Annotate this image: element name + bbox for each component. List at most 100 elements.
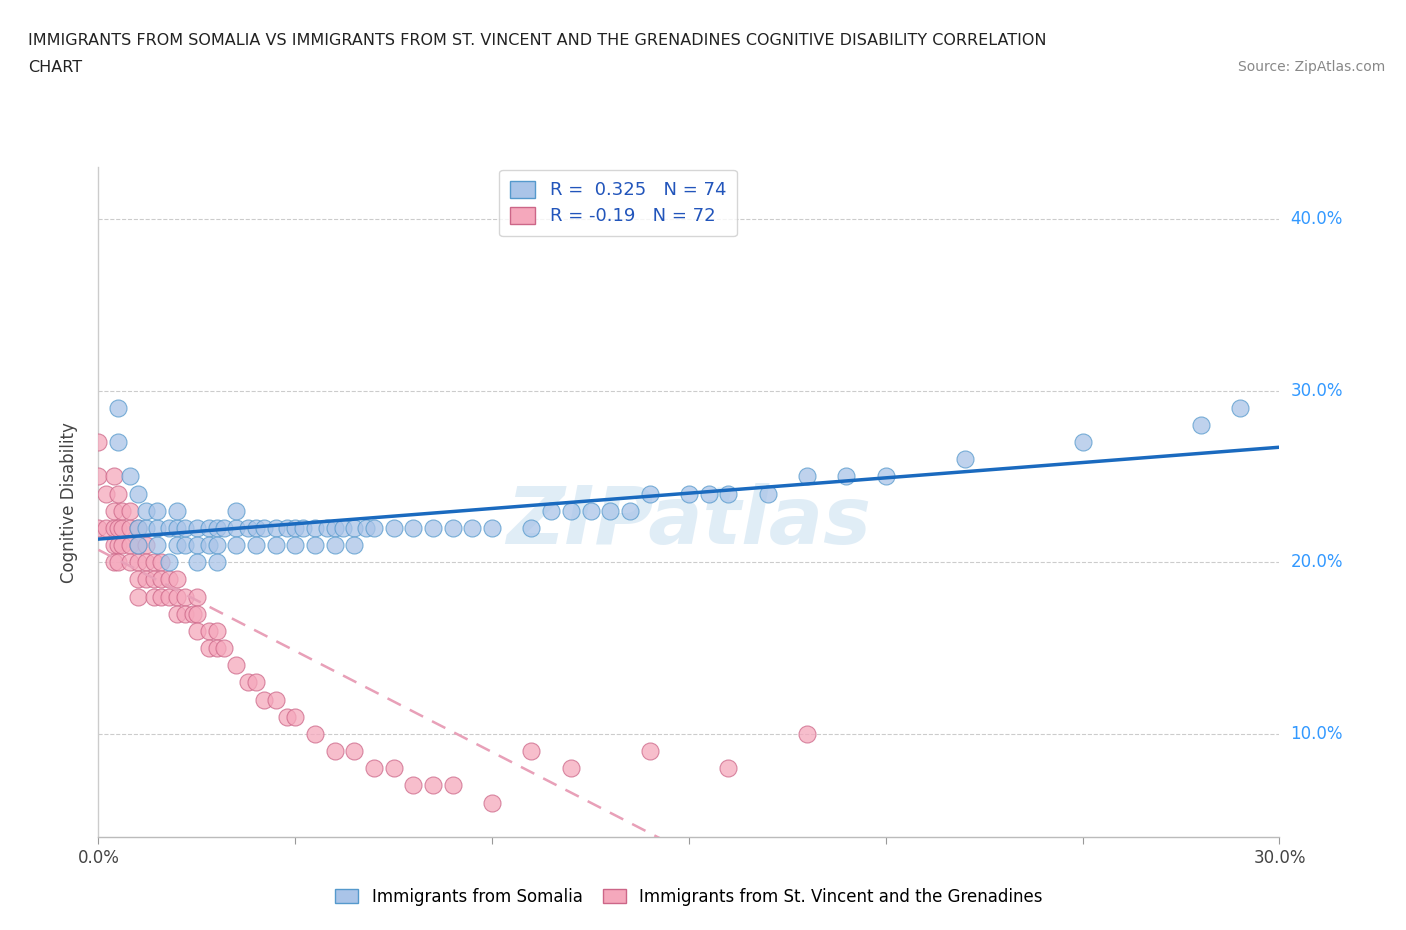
Point bbox=[107, 555, 129, 570]
Point bbox=[225, 658, 247, 672]
Point bbox=[186, 521, 208, 536]
Point bbox=[225, 538, 247, 552]
Point bbox=[214, 521, 236, 536]
Point bbox=[197, 641, 219, 656]
Point bbox=[118, 538, 141, 552]
Point bbox=[323, 744, 346, 759]
Point bbox=[264, 521, 287, 536]
Text: 40.0%: 40.0% bbox=[1291, 210, 1343, 228]
Point bbox=[146, 538, 169, 552]
Point bbox=[382, 521, 405, 536]
Point bbox=[135, 572, 157, 587]
Point bbox=[118, 503, 141, 518]
Point bbox=[441, 778, 464, 793]
Point bbox=[186, 590, 208, 604]
Point bbox=[96, 521, 118, 536]
Point bbox=[363, 761, 385, 776]
Point bbox=[796, 726, 818, 741]
Point bbox=[157, 590, 180, 604]
Point bbox=[197, 521, 219, 536]
Point bbox=[441, 521, 464, 536]
Point bbox=[174, 606, 197, 621]
Point bbox=[264, 538, 287, 552]
Point bbox=[87, 434, 110, 449]
Point bbox=[127, 555, 149, 570]
Point bbox=[461, 521, 484, 536]
Point bbox=[166, 503, 188, 518]
Point bbox=[205, 623, 228, 638]
Point bbox=[717, 761, 740, 776]
Point bbox=[107, 400, 129, 415]
Point bbox=[481, 521, 503, 536]
Point bbox=[284, 538, 307, 552]
Point bbox=[150, 572, 173, 587]
Text: CHART: CHART bbox=[28, 60, 82, 75]
Point bbox=[186, 555, 208, 570]
Point bbox=[638, 486, 661, 501]
Point bbox=[135, 521, 157, 536]
Point bbox=[402, 521, 425, 536]
Point bbox=[107, 521, 129, 536]
Text: 30.0%: 30.0% bbox=[1291, 381, 1343, 400]
Point bbox=[599, 503, 621, 518]
Point bbox=[103, 521, 125, 536]
Point bbox=[422, 521, 444, 536]
Text: IMMIGRANTS FROM SOMALIA VS IMMIGRANTS FROM ST. VINCENT AND THE GRENADINES COGNIT: IMMIGRANTS FROM SOMALIA VS IMMIGRANTS FR… bbox=[28, 33, 1046, 47]
Point bbox=[127, 590, 149, 604]
Point bbox=[284, 521, 307, 536]
Point bbox=[245, 538, 267, 552]
Point bbox=[142, 555, 165, 570]
Point bbox=[157, 572, 180, 587]
Legend: R =  0.325   N = 74, R = -0.19   N = 72: R = 0.325 N = 74, R = -0.19 N = 72 bbox=[499, 170, 737, 236]
Point bbox=[678, 486, 700, 501]
Point bbox=[481, 795, 503, 810]
Point bbox=[520, 744, 543, 759]
Point bbox=[1189, 418, 1212, 432]
Point bbox=[166, 590, 188, 604]
Point bbox=[953, 452, 976, 467]
Point bbox=[236, 675, 259, 690]
Point bbox=[157, 521, 180, 536]
Point bbox=[118, 521, 141, 536]
Point bbox=[111, 503, 134, 518]
Point bbox=[363, 521, 385, 536]
Point bbox=[107, 434, 129, 449]
Point bbox=[166, 572, 188, 587]
Point bbox=[135, 555, 157, 570]
Point bbox=[127, 538, 149, 552]
Point bbox=[174, 538, 197, 552]
Point bbox=[135, 538, 157, 552]
Point bbox=[264, 692, 287, 707]
Point bbox=[107, 486, 129, 501]
Point bbox=[157, 555, 180, 570]
Text: 20.0%: 20.0% bbox=[1291, 553, 1343, 571]
Point bbox=[343, 521, 366, 536]
Text: 10.0%: 10.0% bbox=[1291, 725, 1343, 743]
Text: Source: ZipAtlas.com: Source: ZipAtlas.com bbox=[1237, 60, 1385, 74]
Point bbox=[205, 641, 228, 656]
Point bbox=[253, 692, 276, 707]
Point bbox=[276, 521, 298, 536]
Point bbox=[422, 778, 444, 793]
Point bbox=[111, 521, 134, 536]
Point bbox=[245, 521, 267, 536]
Point bbox=[225, 521, 247, 536]
Point bbox=[103, 469, 125, 484]
Point bbox=[402, 778, 425, 793]
Point bbox=[103, 555, 125, 570]
Point bbox=[756, 486, 779, 501]
Point bbox=[796, 469, 818, 484]
Point bbox=[205, 555, 228, 570]
Point bbox=[166, 521, 188, 536]
Point bbox=[520, 521, 543, 536]
Point bbox=[205, 538, 228, 552]
Point bbox=[127, 521, 149, 536]
Point bbox=[343, 538, 366, 552]
Point bbox=[292, 521, 315, 536]
Point bbox=[118, 469, 141, 484]
Point bbox=[127, 486, 149, 501]
Text: ZIPatlas: ZIPatlas bbox=[506, 484, 872, 562]
Point bbox=[174, 521, 197, 536]
Legend: Immigrants from Somalia, Immigrants from St. Vincent and the Grenadines: Immigrants from Somalia, Immigrants from… bbox=[329, 881, 1049, 912]
Point bbox=[354, 521, 377, 536]
